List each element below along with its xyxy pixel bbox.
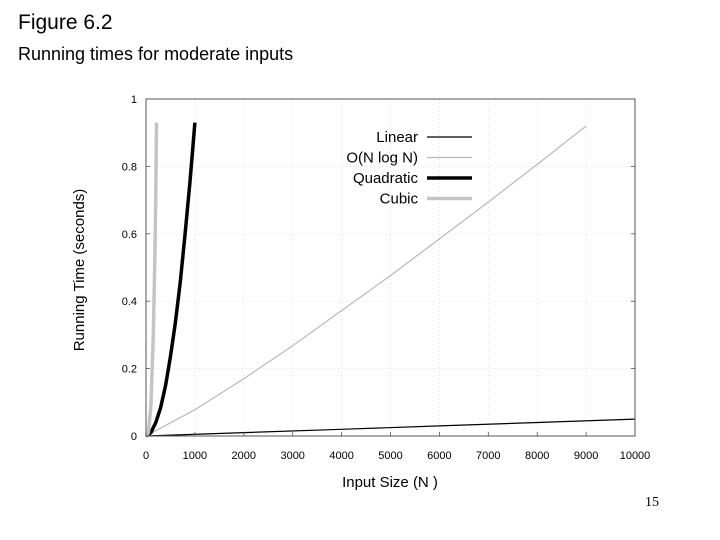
series-line-linear (145, 418, 636, 437)
series-line-quadratic (145, 122, 197, 438)
x-tick-label: 3000 (280, 450, 304, 462)
legend-label-linear: Linear (376, 129, 418, 146)
y-tick-label: 0.4 (122, 296, 137, 308)
x-tick-label: 0 (143, 450, 149, 462)
series-lines (144, 122, 636, 438)
x-tick-label: 10000 (620, 450, 651, 462)
y-tick-label: 0.6 (122, 229, 137, 241)
x-tick-label: 9000 (574, 450, 598, 462)
legend-label-o-n-log-n: O(N log N) (346, 150, 418, 167)
x-tick-label: 6000 (427, 450, 451, 462)
page-number: 15 (645, 495, 659, 510)
legend-label-quadratic: Quadratic (353, 170, 419, 187)
x-tick-label: 5000 (378, 450, 402, 462)
legend: Linear O(N log N) Quadratic Cubic (346, 129, 472, 208)
figure-title: Figure 6.2 (18, 11, 113, 34)
x-tick-label: 4000 (329, 450, 353, 462)
x-tick-label: 1000 (183, 450, 207, 462)
x-tick-label: 2000 (232, 450, 256, 462)
y-tick-label: 1 (131, 94, 137, 106)
y-axis-title: Running Time (seconds) (71, 189, 88, 352)
figure-subtitle: Running times for moderate inputs (18, 44, 294, 64)
grid-lines (146, 99, 635, 436)
y-tick-label: 0.2 (122, 364, 137, 376)
y-tick-label: 0.8 (122, 161, 137, 173)
series-line-o-n-log-n (145, 125, 587, 437)
y-tick-label: 0 (131, 431, 137, 443)
x-tick-label: 7000 (476, 450, 500, 462)
legend-label-cubic: Cubic (380, 191, 419, 208)
x-tick-label: 8000 (525, 450, 549, 462)
x-axis-title: Input Size (N ) (342, 474, 438, 491)
tick-labels: 0 1000 2000 3000 4000 5000 6000 7000 8000 9000 100… (122, 94, 651, 462)
series-line-cubic (144, 122, 159, 438)
